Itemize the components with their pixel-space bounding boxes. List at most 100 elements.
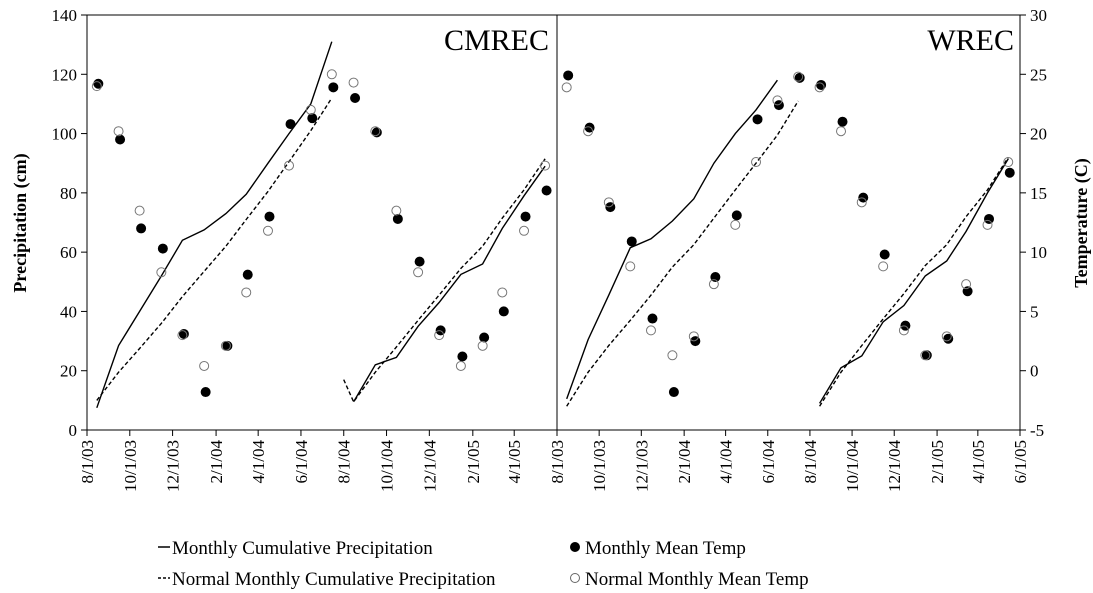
cmrec-monthly-mean-temp-point xyxy=(541,185,552,196)
wrec-normal-monthly-mean-temp-point xyxy=(667,350,678,361)
cmrec-normal-monthly-mean-temp-point xyxy=(284,160,295,171)
cmrec-normal-monthly-mean-temp-point xyxy=(391,205,402,216)
cmrec-normal-monthly-cumulative-precipitation-line xyxy=(96,97,333,401)
cmrec-normal-monthly-mean-temp-point xyxy=(177,330,188,341)
wrec-x-tick-label: 4/1/04 xyxy=(717,440,736,484)
wrec-monthly-mean-temp-point xyxy=(752,114,763,125)
wrec-normal-monthly-mean-temp-point xyxy=(645,325,656,336)
cmrec-x-tick-label: 12/1/04 xyxy=(420,440,439,492)
cmrec-monthly-mean-temp-point xyxy=(157,243,168,254)
legend-filled-circle-marker xyxy=(570,542,580,552)
cmrec-normal-monthly-mean-temp-point xyxy=(91,81,102,92)
cmrec-monthly-mean-temp-point xyxy=(520,211,531,222)
cmrec-monthly-mean-temp-point xyxy=(479,332,490,343)
wrec-normal-monthly-mean-temp-point xyxy=(920,350,931,361)
wrec-x-tick-label: 12/1/03 xyxy=(632,440,651,492)
legend-label-monthly-temp: Monthly Mean Temp xyxy=(585,538,746,559)
legend-label-normal-precip: Normal Monthly Cumulative Precipitation xyxy=(172,569,496,590)
wrec-monthly-mean-temp-point xyxy=(984,213,995,224)
wrec-normal-monthly-mean-temp-point xyxy=(814,82,825,93)
cmrec-normal-monthly-mean-temp-point xyxy=(326,69,337,80)
left-axis-title: Precipitation (cm) xyxy=(10,153,31,292)
cmrec-normal-monthly-mean-temp-point xyxy=(434,330,445,341)
cmrec-normal-monthly-mean-temp-point xyxy=(519,225,530,236)
cmrec-monthly-mean-temp-point xyxy=(264,211,275,222)
right-axis-title: Temperature (C) xyxy=(1071,158,1092,287)
y-left-tick-label: 80 xyxy=(60,184,77,203)
cmrec-x-tick-label: 6/1/04 xyxy=(292,440,311,484)
wrec-monthly-mean-temp-point xyxy=(837,116,848,127)
cmrec-normal-monthly-mean-temp-point xyxy=(134,205,145,216)
cmrec-monthly-mean-temp-point xyxy=(178,328,189,339)
y-left-tick-label: 20 xyxy=(60,362,77,381)
wrec-monthly-cumulative-precipitation-line xyxy=(566,79,778,400)
wrec-monthly-mean-temp-point xyxy=(626,236,637,247)
cmrec-normal-monthly-cumulative-precipitation-line xyxy=(343,158,546,404)
wrec-x-tick-label: 6/1/04 xyxy=(759,440,778,484)
y-left-tick-label: 140 xyxy=(52,6,78,25)
plot-frame xyxy=(86,14,1021,431)
wrec-monthly-mean-temp-point xyxy=(731,210,742,221)
wrec-normal-monthly-mean-temp-point xyxy=(941,331,952,342)
cmrec-normal-monthly-mean-temp-point xyxy=(241,287,252,298)
cmrec-monthly-mean-temp-point xyxy=(392,213,403,224)
cmrec-normal-monthly-mean-temp-point xyxy=(113,126,124,137)
wrec-x-tick-label: 6/1/05 xyxy=(1011,440,1030,483)
wrec-normal-monthly-mean-temp-point xyxy=(730,219,741,230)
cmrec-monthly-cumulative-precipitation-line xyxy=(352,165,546,403)
wrec-x-tick-label: 12/1/04 xyxy=(885,440,904,492)
y-left-tick-label: 0 xyxy=(69,421,78,440)
wrec-normal-monthly-mean-temp-point xyxy=(688,331,699,342)
wrec-normal-monthly-mean-temp-point xyxy=(1003,157,1014,168)
wrec-monthly-mean-temp-point xyxy=(879,249,890,260)
wrec-normal-monthly-cumulative-precipitation-line xyxy=(819,156,1009,407)
y-right-tick-label: 20 xyxy=(1030,125,1047,144)
wrec-normal-monthly-cumulative-precipitation-line xyxy=(566,100,799,407)
wrec-normal-monthly-mean-temp-point xyxy=(772,95,783,106)
cmrec-normal-monthly-mean-temp-point xyxy=(220,340,231,351)
y-left-tick-label: 120 xyxy=(52,65,78,84)
cmrec-x-tick-label: 8/1/04 xyxy=(335,440,354,484)
y-right-tick-label: 15 xyxy=(1030,184,1047,203)
wrec-x-tick-label: 10/1/04 xyxy=(843,440,862,492)
cmrec-monthly-cumulative-precipitation-line xyxy=(96,41,333,409)
wrec-x-tick-label: 2/1/04 xyxy=(675,440,694,484)
cmrec-normal-monthly-mean-temp-point xyxy=(199,360,210,371)
wrec-normal-monthly-mean-temp-point xyxy=(583,126,594,137)
wrec-x-tick-label: 4/1/05 xyxy=(969,440,988,483)
wrec-normal-monthly-mean-temp-point xyxy=(751,157,762,168)
cmrec-x-tick-label: 8/1/03 xyxy=(78,440,97,483)
legend-label-normal-temp: Normal Monthly Mean Temp xyxy=(585,569,809,590)
wrec-x-tick-label: 10/1/03 xyxy=(590,440,609,492)
y-right-tick-label: 10 xyxy=(1030,243,1047,262)
y-left-tick-label: 60 xyxy=(60,243,77,262)
wrec-normal-monthly-mean-temp-point xyxy=(603,197,614,208)
cmrec-normal-monthly-mean-temp-point xyxy=(348,77,359,88)
wrec-normal-monthly-mean-temp-point xyxy=(836,126,847,137)
cmrec-monthly-mean-temp-point xyxy=(328,82,339,93)
cmrec-monthly-mean-temp-point xyxy=(115,134,126,145)
cmrec-normal-monthly-mean-temp-point xyxy=(497,287,508,298)
cmrec-monthly-mean-temp-point xyxy=(242,269,253,280)
panel-title-cmrec: CMREC xyxy=(444,24,549,57)
cmrec-normal-monthly-mean-temp-point xyxy=(477,340,488,351)
y-left-tick-label: 40 xyxy=(60,302,77,321)
axis-ticks: 0 20 40 60 80 100 120 140 -5 0 5 10 15 20 25 30 8/1/03 10… xyxy=(52,6,1048,492)
panel-title-wrec: WREC xyxy=(927,24,1014,57)
cmrec-x-tick-label: 4/1/04 xyxy=(249,440,268,484)
y-left-tick-label: 100 xyxy=(52,125,78,144)
wrec-normal-monthly-mean-temp-point xyxy=(856,197,867,208)
legend-open-circle-marker xyxy=(570,573,580,583)
cmrec-normal-monthly-mean-temp-point xyxy=(305,104,316,115)
wrec-monthly-mean-temp-point xyxy=(563,70,574,81)
wrec-monthly-mean-temp-point xyxy=(668,387,679,398)
cmrec-monthly-mean-temp-point xyxy=(371,127,382,138)
wrec-monthly-cumulative-precipitation-line xyxy=(819,158,1009,404)
y-right-tick-label: 0 xyxy=(1030,362,1039,381)
cmrec-monthly-mean-temp-point xyxy=(414,256,425,267)
chart-marks xyxy=(91,41,1015,409)
y-right-tick-label: 5 xyxy=(1030,302,1039,321)
cmrec-x-tick-label: 10/1/04 xyxy=(378,440,397,492)
cmrec-normal-monthly-mean-temp-point xyxy=(540,160,551,171)
